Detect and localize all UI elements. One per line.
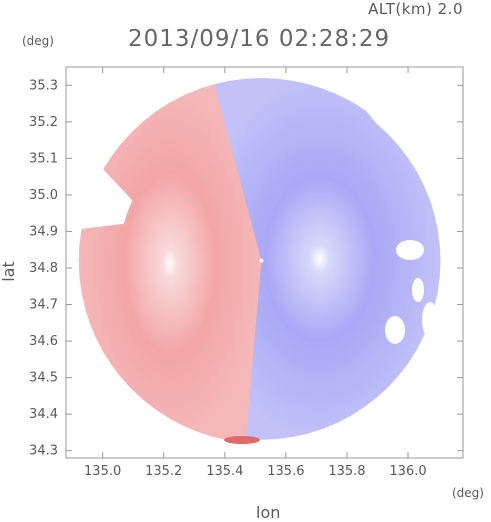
echo-gap xyxy=(385,316,405,344)
echo-gap xyxy=(396,240,424,260)
y-tick-label: 34.4 xyxy=(29,407,58,422)
echo-gap xyxy=(422,302,438,338)
altitude-label: ALT(km) 2.0 xyxy=(368,0,463,18)
approaching-region xyxy=(199,78,441,440)
x-tick-label: 135.4 xyxy=(206,464,243,479)
x-tick-label: 135.0 xyxy=(84,464,121,479)
y-tick-label: 35.3 xyxy=(29,78,58,93)
y-unit-label: (deg) xyxy=(22,34,54,48)
receding-region xyxy=(78,84,262,443)
x-unit-label: (deg) xyxy=(452,486,484,500)
y-tick-label: 34.3 xyxy=(29,444,58,459)
y-tick-label: 34.9 xyxy=(29,224,58,239)
velocity-field xyxy=(78,78,441,444)
y-ticks: 34.3 34.4 34.5 34.6 34.7 34.8 34.9 35.0 35.1 35.2… xyxy=(29,78,463,459)
y-tick-label: 34.6 xyxy=(29,334,58,349)
strong-echo xyxy=(224,436,260,444)
radar-site xyxy=(259,258,264,263)
x-axis-label: lon xyxy=(256,503,281,522)
plot-frame xyxy=(65,66,464,459)
echo-gap xyxy=(412,278,424,302)
y-tick-label: 34.8 xyxy=(29,261,58,276)
y-tick-label: 35.1 xyxy=(29,151,58,166)
x-tick-label: 136.0 xyxy=(389,464,426,479)
timestamp-title: 2013/09/16 02:28:29 xyxy=(128,26,391,52)
x-tick-label: 135.2 xyxy=(145,464,182,479)
y-tick-label: 35.0 xyxy=(29,188,58,203)
x-tick-label: 135.8 xyxy=(328,464,365,479)
x-tick-label: 135.6 xyxy=(267,464,304,479)
y-tick-label: 34.5 xyxy=(29,371,58,386)
x-ticks: 135.0 135.2 135.4 135.6 135.8 136.0 xyxy=(84,67,427,479)
y-tick-label: 34.7 xyxy=(29,298,58,313)
y-tick-label: 35.2 xyxy=(29,115,58,130)
